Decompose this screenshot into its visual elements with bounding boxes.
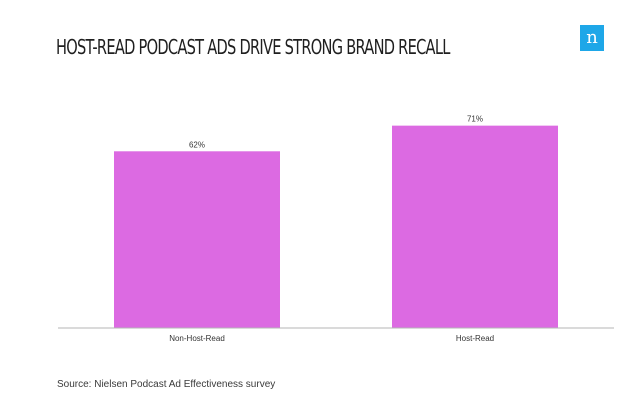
bars-layer — [114, 125, 558, 329]
source-note: Source: Nielsen Podcast Ad Effectiveness… — [57, 379, 276, 390]
category-label: Non-Host-Read — [169, 334, 225, 343]
bar-non-host-read — [114, 151, 280, 328]
chart-title: HOST-READ PODCAST ADS DRIVE STRONG BRAND… — [56, 35, 450, 59]
value-label: 62% — [189, 140, 205, 149]
labels-layer: 62% Non-Host-Read 71% Host-Read — [169, 115, 494, 343]
bar-host-read — [392, 125, 558, 329]
nielsen-logo: n — [580, 25, 604, 51]
category-label: Host-Read — [456, 334, 494, 343]
value-label: 71% — [467, 115, 483, 124]
logo-letter: n — [586, 27, 598, 48]
